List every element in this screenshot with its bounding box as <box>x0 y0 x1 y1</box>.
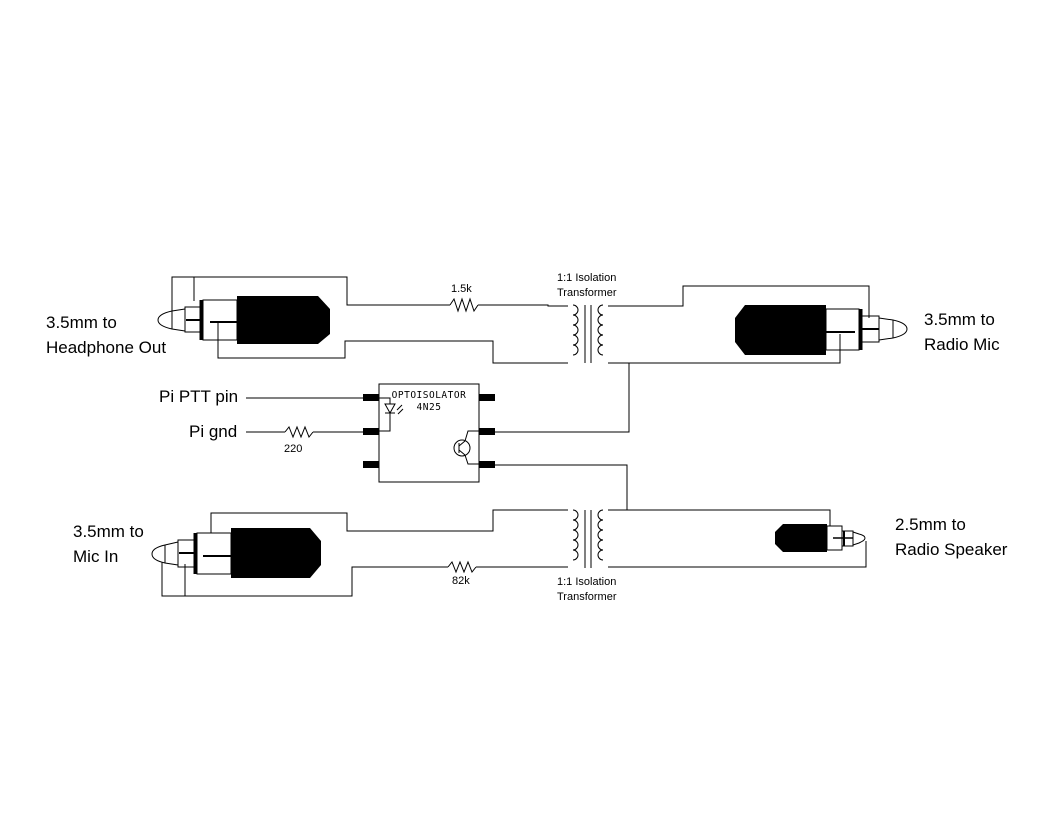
wires <box>161 276 870 597</box>
radio-mic-label-line1: 3.5mm to <box>924 310 995 329</box>
resistor-1-5k-label: 1.5k <box>451 283 472 295</box>
radio-speaker-label-line1: 2.5mm to <box>895 515 966 534</box>
pi-ptt-label: Pi PTT pin <box>159 387 238 406</box>
mic-in-plug <box>151 528 321 578</box>
resistor-220-label: 220 <box>284 443 302 455</box>
mic-in-label-line2: Mic In <box>73 547 118 566</box>
bottom-transformer-label-line2: Transformer <box>557 591 617 603</box>
resistor-220 <box>284 425 314 439</box>
optoisolator-part-number: 4N25 <box>417 402 442 413</box>
radio-mic-plug <box>735 305 908 355</box>
resistor-82k <box>447 560 477 574</box>
resistor-82k-label: 82k <box>452 575 470 587</box>
radio-mic-label-line2: Radio Mic <box>924 335 1000 354</box>
optoisolator-title: OPTOISOLATOR <box>392 390 467 401</box>
headphone-out-label-line1: 3.5mm to <box>46 313 117 332</box>
bottom-transformer-label-line1: 1:1 Isolation <box>557 576 616 588</box>
bottom-transformer <box>572 509 604 568</box>
headphone-out-plug <box>157 296 330 344</box>
top-transformer-label-line1: 1:1 Isolation <box>557 272 616 284</box>
top-transformer <box>572 304 604 363</box>
radio-speaker-plug <box>775 524 866 552</box>
resistor-1-5k <box>449 297 479 313</box>
headphone-out-label-line2: Headphone Out <box>46 338 166 357</box>
mic-in-label-line1: 3.5mm to <box>73 522 144 541</box>
top-transformer-label-line2: Transformer <box>557 287 617 299</box>
pi-gnd-label: Pi gnd <box>189 422 237 441</box>
radio-speaker-label-line2: Radio Speaker <box>895 540 1008 559</box>
optoisolator-chip <box>363 383 495 483</box>
